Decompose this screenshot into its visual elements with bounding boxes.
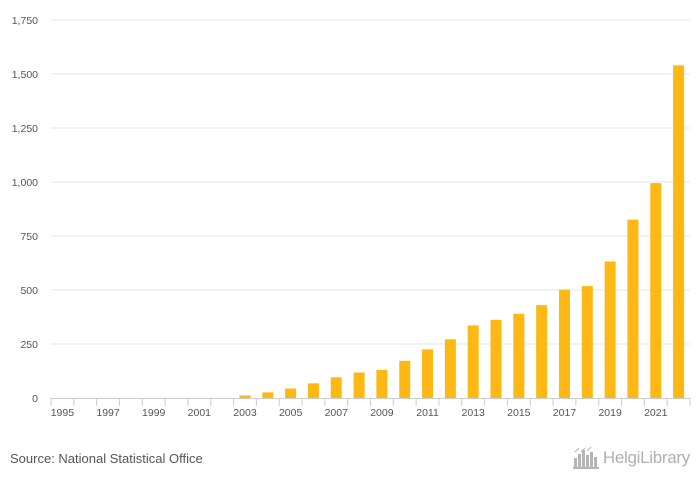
x-tick-label: 2005 — [279, 407, 303, 419]
bar-2022[interactable] — [673, 65, 685, 399]
x-tick-label: 2007 — [325, 407, 349, 419]
bar-2014[interactable] — [490, 319, 502, 398]
x-tick-label: 2017 — [553, 407, 577, 419]
y-tick-label: 500 — [20, 285, 38, 297]
source-note: Source: National Statistical Office — [10, 451, 203, 466]
bar-2015[interactable] — [513, 313, 525, 398]
bar-2013[interactable] — [467, 325, 479, 398]
y-tick-label: 1,250 — [12, 123, 38, 135]
bars — [239, 65, 685, 399]
bar-2012[interactable] — [444, 339, 456, 398]
bar-2010[interactable] — [399, 360, 411, 398]
x-tick-label: 1997 — [96, 407, 120, 419]
bar-2011[interactable] — [422, 349, 434, 398]
bar-2021[interactable] — [650, 183, 662, 398]
x-tick-label: 2003 — [233, 407, 257, 419]
x-tick-label: 1999 — [142, 407, 166, 419]
bar-2005[interactable] — [285, 388, 297, 399]
bar-2008[interactable] — [353, 372, 365, 398]
y-tick-label: 0 — [32, 393, 38, 405]
bar-2007[interactable] — [330, 377, 342, 398]
x-tick-label: 2009 — [370, 407, 394, 419]
y-tick-label: 750 — [20, 231, 38, 243]
y-tick-label: 250 — [20, 339, 38, 351]
x-tick-label: 2001 — [188, 407, 212, 419]
y-tick-label: 1,750 — [12, 15, 38, 27]
bar-2004[interactable] — [262, 392, 274, 398]
bar-2016[interactable] — [536, 305, 548, 398]
gridlines — [51, 19, 690, 345]
bar-2009[interactable] — [376, 369, 388, 398]
brand-logo[interactable]: HelgiLibrary — [572, 446, 690, 470]
bar-2006[interactable] — [307, 383, 319, 398]
x-tick-label: 1995 — [51, 407, 75, 419]
x-axis-ticks: 1995 1997 1999 2001 2003 2005 2007 2009 2011 2013… — [50, 398, 691, 419]
brand-name: HelgiLibrary — [602, 448, 690, 467]
y-tick-label: 1,000 — [12, 177, 38, 189]
bar-2019[interactable] — [604, 261, 616, 398]
x-tick-label: 2013 — [462, 407, 486, 419]
bar-2003[interactable] — [239, 395, 251, 398]
y-axis-ticks: 0 250 500 750 1,000 1,250 1,500 1,750 — [12, 15, 38, 405]
city-skyline-icon — [572, 446, 599, 469]
x-tick-label: 2021 — [644, 407, 668, 419]
bar-2017[interactable] — [558, 289, 570, 398]
bar-2020[interactable] — [627, 219, 639, 398]
x-tick-label: 2011 — [416, 407, 439, 419]
y-tick-label: 1,500 — [12, 69, 38, 81]
bar-2018[interactable] — [581, 286, 593, 398]
x-tick-label: 2019 — [598, 407, 622, 419]
x-tick-label: 2015 — [507, 407, 531, 419]
